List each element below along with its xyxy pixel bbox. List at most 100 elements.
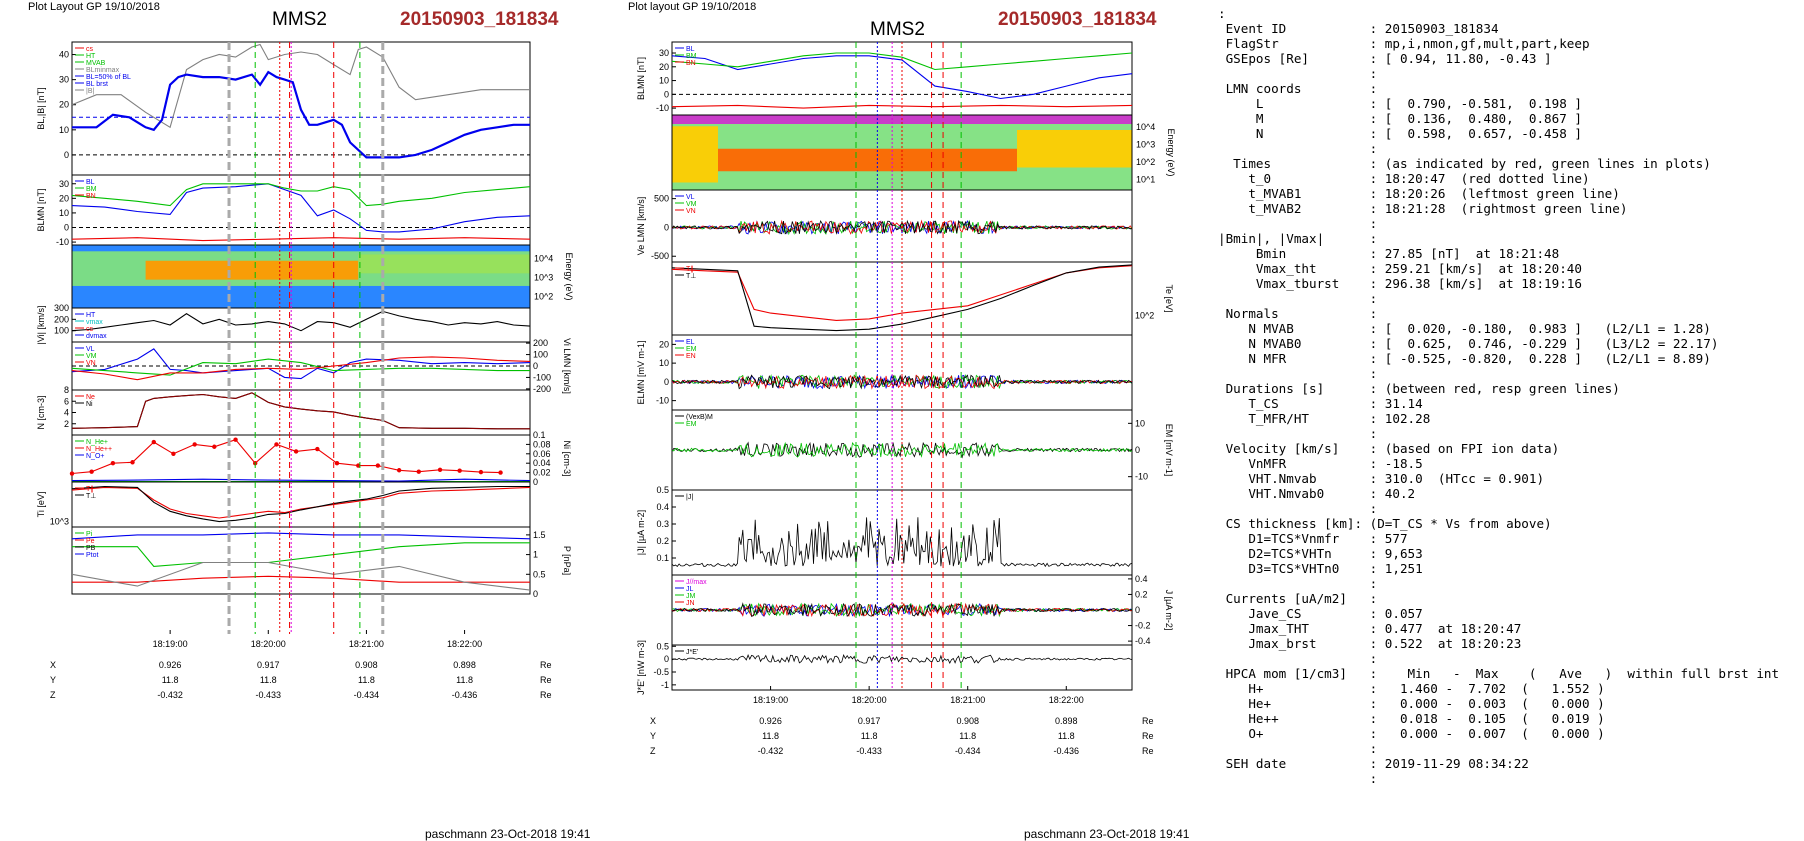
summary-line: FlagStr : mp,i,nmon,gf,mult,part,keep <box>1225 36 1590 51</box>
y-tick-label: 8 <box>64 385 69 395</box>
y-tick-label: 10^3 <box>534 272 553 282</box>
ephemeris-value: -0.436 <box>452 690 478 700</box>
panel-Ti: 10^3 Ti [eV] T∥T⊥ <box>36 481 531 528</box>
ephemeris-value: 0.908 <box>355 660 378 670</box>
spectrogram-band <box>1017 130 1132 168</box>
summary-line: t_MVAB2 : 18:21:28 (rightmost green line… <box>1248 201 1628 216</box>
ephemeris-value: 11.8 <box>358 675 375 685</box>
y-tick-label: 0 <box>533 361 538 371</box>
panel-frame <box>71 526 531 595</box>
ephemeris-unit: Re <box>540 690 552 700</box>
summary-line: D3=TCS*VHTn0 : 1,251 <box>1248 561 1423 576</box>
series-line <box>671 441 1133 458</box>
y-axis-label: |Vi| [km/s] <box>36 305 46 344</box>
ephemeris-value: -0.436 <box>1054 746 1080 756</box>
summary-line: T_MFR/HT : 102.28 <box>1248 411 1431 426</box>
y-tick-label: 0 <box>533 589 538 599</box>
ephemeris-unit: Re <box>540 675 552 685</box>
summary-line: LMN coords : <box>1225 81 1378 96</box>
ephemeris-value: -0.433 <box>856 746 882 756</box>
y-tick-label: 500 <box>654 194 669 204</box>
summary-line: Vmax_tburst : 296.38 [km/s] at 18:19:16 <box>1255 276 1582 291</box>
panel-EM: -10 0 10 EM [mV m-1] (VexB)MEM <box>671 409 1174 491</box>
summary-line: Durations [s] : (between red, resp green… <box>1225 381 1620 396</box>
legend-entry: Pi <box>86 531 93 538</box>
y-tick-label: 0.4 <box>1135 574 1148 584</box>
y-tick-label: 30 <box>659 48 669 58</box>
y-axis-label: P [nPa] <box>562 546 572 575</box>
y-tick-label: 0.5 <box>533 569 546 579</box>
summary-line: L : [ 0.790, -0.581, 0.198 ] <box>1255 96 1582 111</box>
ephemeris-row-label: Z <box>50 690 56 700</box>
y-tick-label: 0 <box>64 223 69 233</box>
y-tick-label: 0.1 <box>656 553 669 563</box>
ephemeris-unit: Re <box>1142 746 1154 756</box>
summary-line: Event ID : 20150903_181834 <box>1225 21 1499 36</box>
y-tick-label: 0.4 <box>656 502 669 512</box>
data-point <box>478 469 484 475</box>
series-line <box>671 219 1133 235</box>
summary-line: Currents [uA/m2] : <box>1225 591 1378 606</box>
y-axis-label: Ti [eV] <box>36 492 46 518</box>
summary-line: SEH date : 2019-11-29 08:34:22 <box>1225 756 1529 771</box>
data-point <box>212 444 217 449</box>
ephemeris-value: 11.8 <box>959 731 976 741</box>
legend-entry: |J| <box>686 494 693 501</box>
summary-line: O+ : 0.000 - 0.007 ( 0.000 ) <box>1248 726 1605 741</box>
y-tick-label: 10 <box>659 358 669 368</box>
series-line <box>671 374 1133 390</box>
summary-line: D1=TCS*Vnmfr : 577 <box>1248 531 1408 546</box>
legend-entry: J*E' <box>686 649 698 656</box>
series-line <box>671 441 1133 459</box>
y-tick-label: 300 <box>54 303 69 313</box>
summary-line: t_MVAB1 : 18:20:26 (leftmost green line) <box>1248 186 1620 201</box>
legend-entry: JM <box>686 593 696 600</box>
y-tick-label: -100 <box>533 372 551 382</box>
summary-line: CS thickness [km]: (D=T_CS * Vs from abo… <box>1225 516 1552 531</box>
y-tick-label: 30 <box>59 179 69 189</box>
legend-entry: VM <box>686 201 697 208</box>
ephemeris-value: -0.434 <box>955 746 981 756</box>
legend-entry: J//max <box>686 579 707 586</box>
y-tick-label: 10^4 <box>534 253 553 263</box>
y-tick-label: 10 <box>59 208 69 218</box>
series-line <box>71 183 531 207</box>
data-point <box>315 446 320 452</box>
x-tick-label: 18:21:00 <box>950 695 985 705</box>
data-point <box>334 461 340 466</box>
data-point <box>457 468 462 473</box>
legend-entry: BL <box>86 179 95 186</box>
ephemeris-value: 11.8 <box>456 675 473 685</box>
left-event-title: 20150903_181834 <box>400 9 559 30</box>
y-tick-label: 0 <box>64 150 69 160</box>
legend-entry: EL <box>686 339 695 346</box>
summary-line: N MVAB0 : [ 0.625, 0.746, -0.229 ] (L3/L… <box>1248 336 1719 351</box>
y-tick-label: 100 <box>54 326 69 336</box>
legend-entry: VN <box>686 208 696 215</box>
series-line <box>71 356 531 381</box>
ephemeris-value: 0.917 <box>257 660 280 670</box>
series-line <box>72 575 530 583</box>
y-tick-label: 0.2 <box>656 536 669 546</box>
spectrogram-band <box>718 148 1017 172</box>
y-tick-label: 0 <box>664 654 669 664</box>
y-tick-label: 0.02 <box>533 468 551 478</box>
panel-Te: 10^2 Te [eV] T∥T⊥ <box>671 261 1174 336</box>
legend-entry: VN <box>86 360 96 367</box>
x-tick-label: 18:19:00 <box>153 639 188 649</box>
legend-entry: T⊥ <box>686 273 696 280</box>
y-tick-label: 0 <box>1135 605 1140 615</box>
ephemeris-value: 11.8 <box>1058 731 1075 741</box>
ephemeris-value: 0.898 <box>1055 716 1078 726</box>
legend-entry: BLminmax <box>86 67 120 74</box>
legend-entry: VL <box>686 194 695 201</box>
legend-entry: PB <box>86 545 96 552</box>
data-point <box>110 461 116 466</box>
y-tick-label: 0 <box>664 89 669 99</box>
left-footer: paschmann 23-Oct-2018 19:41 <box>425 827 591 841</box>
data-point <box>192 442 197 447</box>
ephemeris-unit: Re <box>1142 716 1154 726</box>
ephemeris-value: -0.432 <box>157 690 183 700</box>
